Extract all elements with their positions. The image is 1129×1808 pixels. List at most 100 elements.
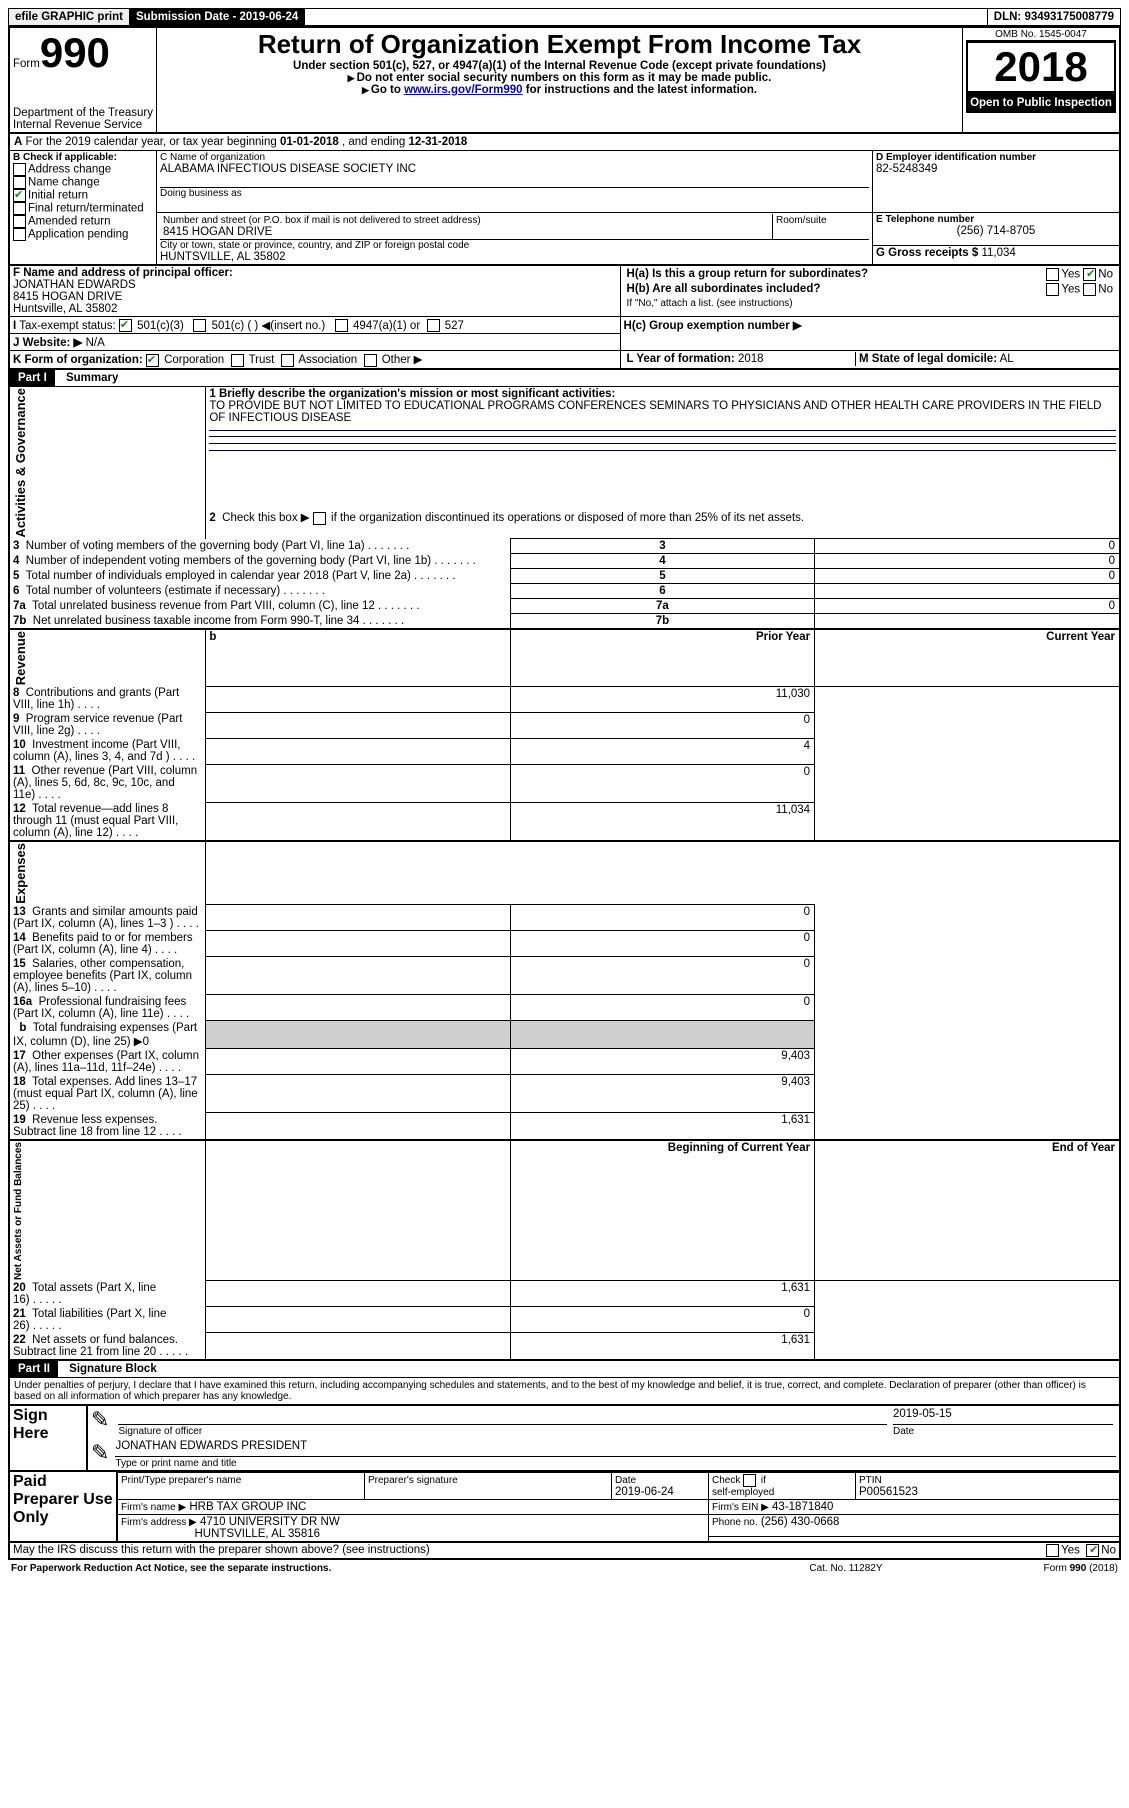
prep-date: 2019-06-24 [615,1486,674,1498]
box-c-name-label: C Name of organization [160,152,869,163]
cb-discuss-yes[interactable] [1046,1544,1059,1557]
signature-block: Sign Here ✎ Signature of officer 2019-05… [8,1406,1121,1472]
cb-501c3[interactable] [119,319,132,332]
box-e-label: E Telephone number [876,214,1116,225]
rev-row-12: 12 Total revenue—add lines 8 through 11 … [9,802,1120,841]
tax-year-begin: 01-01-2018 [280,136,339,148]
sign-here: Sign Here [9,1406,87,1471]
officer-block: F Name and address of principal officer:… [8,266,1121,370]
type-name-label: Type or print name and title [115,1458,236,1469]
ha-yes[interactable] [1046,268,1059,281]
cb-discuss-no[interactable] [1086,1544,1099,1557]
cb-4947[interactable] [335,319,348,332]
cb-self-employed[interactable] [743,1474,756,1487]
hb-no[interactable] [1083,283,1096,296]
dept-treasury: Department of the Treasury [13,107,153,119]
side-exp: Expenses [13,843,28,904]
part1-subtitle: Summary [58,372,118,384]
cb-501c[interactable] [193,319,206,332]
room-suite-label: Room/suite [773,214,870,240]
net-row-22: 22 Net assets or fund balances. Subtract… [9,1333,1120,1360]
paid-preparer-block: Paid Preparer Use Only Print/Type prepar… [8,1472,1121,1543]
officer-name: JONATHAN EDWARDS [13,279,617,291]
form-header: Form990 Department of the Treasury Inter… [8,26,1121,134]
opt-app-pending: Application pending [28,229,128,241]
omb-number: OMB No. 1545-0047 [966,29,1116,41]
open-to-public: Open to Public Inspection [966,93,1116,113]
cb-assoc[interactable] [281,354,294,367]
goto-prefix: Go to [371,84,404,96]
tax-year-end: 12-31-2018 [408,136,467,148]
opt-assoc: Association [298,354,357,366]
yes-label: Yes [1061,269,1080,281]
part1-table: Activities & Governance 1 Briefly descri… [8,386,1121,1361]
checkbox-amended[interactable] [13,215,26,228]
cb-527[interactable] [427,319,440,332]
part2-subtitle: Signature Block [61,1363,157,1375]
firm-name: HRB TAX GROUP INC [189,1501,306,1513]
firm-addr-label: Firm's address ▶ [121,1517,197,1528]
line-a: A For the 2019 calendar year, or tax yea… [8,134,1121,150]
rev-row-10: 10 Investment income (Part VIII, column … [9,738,1120,764]
telephone: (256) 714-8705 [876,225,1116,237]
yes-label-2: Yes [1061,284,1080,296]
gov-row-7b: 7b Net unrelated business taxable income… [9,614,1120,630]
city-state-zip: HUNTSVILLE, AL 35802 [160,251,869,263]
paperwork-notice: For Paperwork Reduction Act Notice, see … [8,1562,755,1575]
end-year-header: End of Year [815,1140,1120,1281]
opt-amended: Amended return [28,216,110,228]
checkbox-final-return[interactable] [13,202,26,215]
efile-label[interactable]: efile GRAPHIC print [9,9,130,25]
hb-label: H(b) Are all subordinates included? [627,283,821,295]
tax-year: 2018 [966,41,1116,93]
net-row-20: 20 Total assets (Part X, line 16) . . . … [9,1281,1120,1307]
cb-other[interactable] [364,354,377,367]
line-a-prefix: For the 2019 calendar year, or tax year … [26,136,280,148]
opt-501c: 501(c) ( ) ◀(insert no.) [212,320,326,332]
cat-no: Cat. No. 11282Y [755,1562,936,1575]
goto-suffix: for instructions and the latest informat… [523,84,758,96]
opt-name-change: Name change [28,177,100,189]
firm-ein-label: Firm's EIN ▶ [712,1502,769,1513]
exp-row-13: 13 Grants and similar amounts paid (Part… [9,905,1120,931]
page-footer: For Paperwork Reduction Act Notice, see … [8,1562,1121,1575]
rev-row-8: 8 Contributions and grants (Part VIII, l… [9,686,1120,712]
street-address: 8415 HOGAN DRIVE [163,226,769,238]
exp-row-17: 17 Other expenses (Part IX, column (A), … [9,1049,1120,1075]
opt-final-return: Final return/terminated [28,203,144,215]
ptin-label: PTIN [859,1475,882,1486]
discuss-label: May the IRS discuss this return with the… [9,1543,953,1559]
checkbox-initial-return[interactable] [13,189,26,202]
gov-row-4: 4 Number of independent voting members o… [9,554,1120,569]
cb-corp[interactable] [146,354,159,367]
cb-trust[interactable] [231,354,244,367]
box-k-label: K Form of organization: [13,354,143,366]
checkbox-app-pending[interactable] [13,228,26,241]
checkbox-address-change[interactable] [13,163,26,176]
checkbox-name-change[interactable] [13,176,26,189]
penalty-statement: Under penalties of perjury, I declare th… [8,1377,1121,1406]
ssn-note: Do not enter social security numbers on … [357,72,772,84]
opt-501c3: 501(c)(3) [137,320,184,332]
opt-other: Other ▶ [382,354,423,366]
no-label-2: No [1098,284,1113,296]
no-label: No [1098,269,1113,281]
prep-name-label: Print/Type preparer's name [121,1475,241,1486]
street-label: Number and street (or P.O. box if mail i… [163,215,769,226]
box-b-title: B Check if applicable: [13,152,153,163]
hb-yes[interactable] [1046,283,1059,296]
ein: 82-5248349 [876,163,1116,175]
form-label: Form [13,58,40,70]
form-number: 990 [40,29,110,76]
side-rev: Revenue [13,631,28,685]
exp-row-14: 14 Benefits paid to or for members (Part… [9,931,1120,957]
state-domicile: AL [1000,353,1014,365]
sig-date: 2019-05-15 [893,1408,1113,1425]
form990-link[interactable]: www.irs.gov/Form990 [404,84,522,96]
officer-name-title: JONATHAN EDWARDS PRESIDENT [115,1440,1116,1457]
box-g-label: G Gross receipts $ [876,247,978,259]
dba-label: Doing business as [160,187,869,199]
ha-no[interactable] [1083,268,1096,281]
form-subtitle: Under section 501(c), 527, or 4947(a)(1)… [160,60,959,72]
cb-discontinued[interactable] [313,512,326,525]
